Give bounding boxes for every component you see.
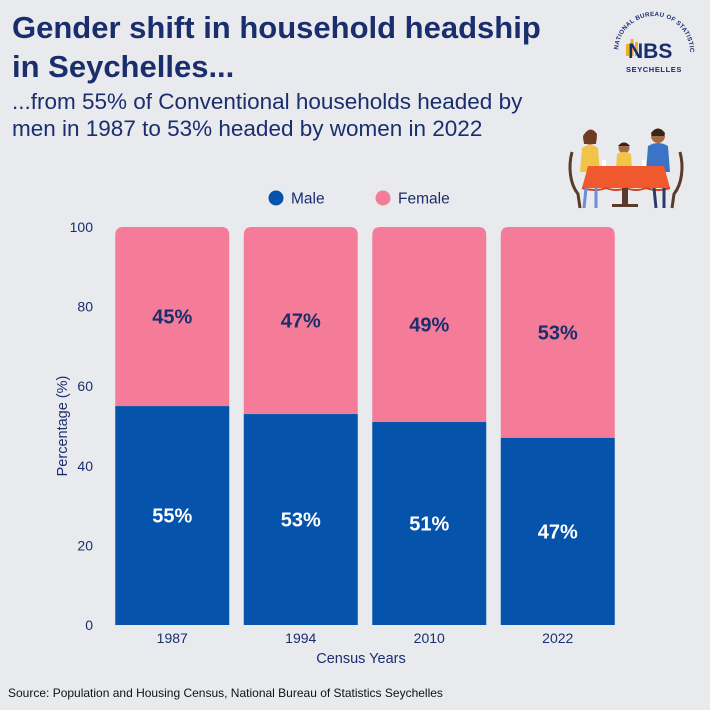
bar-female-1994 — [243, 227, 358, 415]
data-label-female-2010: 49% — [409, 315, 449, 337]
bar-male-1994 — [243, 414, 358, 625]
y-axis-label: Percentage (%) — [55, 376, 71, 477]
data-label-male-2022: 47% — [538, 521, 578, 543]
family-dinner-illustration — [568, 128, 684, 209]
bar-female-1987 — [115, 227, 230, 407]
title-line-2: in Seychelles... — [12, 49, 235, 84]
bar-male-2022 — [500, 437, 615, 625]
x-tick-label: 2010 — [414, 630, 445, 646]
x-tick-label: 1994 — [285, 630, 316, 646]
logo-bars-icon — [626, 39, 638, 56]
legend-swatch-female — [375, 190, 391, 206]
y-tick-label: 80 — [77, 299, 93, 315]
title-line-1: Gender shift in household headship — [12, 10, 541, 45]
legend-label-male: Male — [291, 191, 325, 208]
y-tick-label: 40 — [77, 458, 93, 474]
bar-female-2010 — [372, 227, 487, 423]
legend-label-female: Female — [398, 191, 450, 208]
source-note: Source: Population and Housing Census, N… — [8, 686, 443, 700]
data-label-male-1987: 55% — [152, 506, 192, 528]
logo-mark: NBS — [628, 40, 672, 63]
nbs-logo: NATIONAL BUREAU OF STATISTICS NBS SEYCHE… — [604, 6, 695, 74]
data-label-female-1987: 45% — [152, 307, 192, 329]
chart-subtitle: ...from 55% of Conventional households h… — [12, 88, 602, 142]
bar-female-2022 — [500, 227, 615, 438]
y-tick-label: 20 — [77, 537, 93, 553]
data-label-female-2022: 53% — [538, 322, 578, 344]
y-tick-label: 100 — [70, 219, 94, 235]
y-tick-label: 0 — [85, 617, 93, 633]
logo-bottom-text: SEYCHELLES — [626, 65, 682, 74]
x-axis-label: Census Years — [316, 651, 405, 667]
x-tick-label: 2022 — [542, 630, 573, 646]
x-tick-label: 1987 — [157, 630, 188, 646]
subtitle-line-1: ...from 55% of Conventional households h… — [12, 89, 523, 114]
chart-title: Gender shift in household headship in Se… — [12, 8, 602, 86]
legend-swatch-male — [268, 190, 284, 206]
data-label-female-1994: 47% — [281, 311, 321, 333]
data-label-male-1994: 53% — [281, 510, 321, 532]
y-tick-label: 60 — [77, 378, 93, 394]
subtitle-line-2: men in 1987 to 53% headed by women in 20… — [12, 116, 483, 141]
bar-male-2010 — [372, 422, 487, 625]
data-label-male-2010: 51% — [409, 514, 449, 536]
bar-male-1987 — [115, 406, 230, 625]
stacked-bar-chart: Male Female 0 20 40 60 80 100 Percentage (%) 45% 5… — [55, 190, 615, 667]
